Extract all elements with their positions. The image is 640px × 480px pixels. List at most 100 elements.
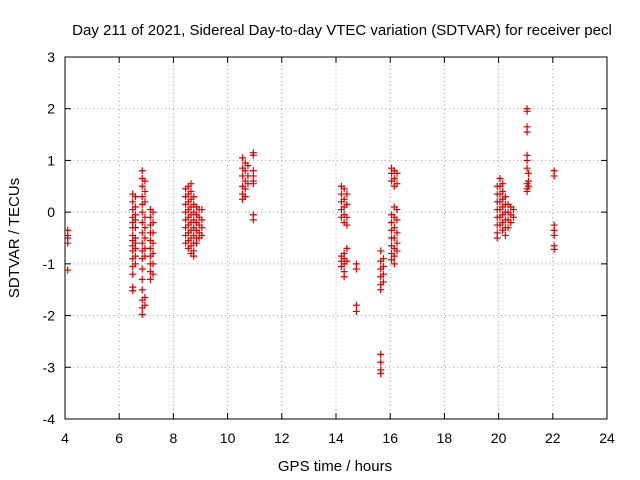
y-tick-label: -1 [43,256,56,272]
y-tick-label: 1 [47,152,55,168]
data-point-marker [198,206,206,214]
data-point-marker [504,224,512,232]
data-point-marker [138,275,146,283]
y-tick-label: -3 [43,359,56,375]
data-point-marker [340,185,348,193]
data-point-marker [131,193,139,201]
data-point-marker [377,247,385,255]
data-point-marker [149,250,157,258]
data-point-marker [141,198,149,206]
data-point-marker [393,229,401,237]
x-tick-label: 4 [61,430,69,446]
data-point-marker [352,301,360,309]
data-point-marker [524,182,532,190]
data-point-marker [146,244,154,252]
data-point-marker [138,208,146,216]
data-point-marker [244,162,252,170]
data-point-marker [510,206,518,214]
data-point-marker [149,229,157,237]
data-points [64,105,558,377]
data-point-marker [198,231,206,239]
data-point-marker [393,180,401,188]
data-point-marker [131,260,139,268]
data-point-marker [131,216,139,224]
data-point-marker [390,252,398,260]
data-point-marker [138,182,146,190]
data-point-marker [379,278,387,286]
data-point-marker [138,265,146,273]
data-point-marker [343,244,351,252]
y-tick-label: -4 [43,411,56,427]
data-point-marker [388,256,396,264]
data-point-marker [390,234,398,242]
data-point-marker [523,107,531,115]
data-point-marker [138,311,146,319]
data-point-marker [241,185,249,193]
data-point-marker [493,234,501,242]
data-point-marker [141,293,149,301]
data-point-marker [377,286,385,294]
data-point-marker [499,180,507,188]
data-point-marker [249,180,257,188]
data-point-marker [129,287,137,295]
data-point-marker [393,239,401,247]
data-point-marker [190,252,198,260]
data-point-marker [146,213,154,221]
data-point-marker [523,156,531,164]
data-point-marker [352,265,360,273]
data-point-marker [149,208,157,216]
x-tick-label: 20 [491,430,507,446]
data-point-marker [510,213,518,221]
data-point-marker [507,218,515,226]
data-point-marker [141,301,149,309]
data-point-marker [523,164,531,172]
data-point-marker [131,244,139,252]
x-tick-label: 16 [382,430,398,446]
data-point-marker [343,257,351,265]
data-point-marker [138,286,146,294]
data-point-marker [393,247,401,255]
data-point-marker [379,262,387,270]
data-point-marker [390,175,398,183]
x-tick-label: 12 [274,430,290,446]
data-point-marker [390,224,398,232]
data-point-marker [393,206,401,214]
data-point-marker [64,266,72,274]
data-point-marker [64,239,72,247]
data-point-marker [131,224,139,232]
data-point-marker [499,187,507,195]
y-axis-title: SDTVAR / TECUs [6,178,23,298]
y-tick-label: 3 [47,49,55,65]
data-point-marker [379,270,387,278]
y-tick-label: -2 [43,308,56,324]
data-point-marker [241,193,249,201]
data-point-marker [523,128,531,136]
x-tick-label: 10 [220,430,236,446]
data-point-marker [377,369,385,377]
data-point-marker [239,154,247,162]
data-point-marker [198,216,206,224]
data-point-marker [523,187,531,195]
data-point-marker [343,221,351,229]
data-point-marker [249,151,257,159]
data-point-marker [138,193,146,201]
data-point-marker [141,234,149,242]
data-point-marker [149,260,157,268]
x-tick-label: 22 [545,430,561,446]
data-point-marker [501,231,509,239]
data-point-marker [343,190,351,198]
x-tick-label: 14 [328,430,344,446]
data-point-marker [129,270,137,278]
data-point-marker [343,200,351,208]
data-point-marker [241,167,249,175]
data-point-marker [187,180,195,188]
data-point-marker [340,273,348,281]
data-point-marker [343,213,351,221]
x-tick-label: 6 [115,430,123,446]
data-point-marker [141,187,149,195]
data-point-marker [138,167,146,175]
data-point-marker [131,203,139,211]
data-point-marker [249,216,257,224]
data-point-marker [149,218,157,226]
